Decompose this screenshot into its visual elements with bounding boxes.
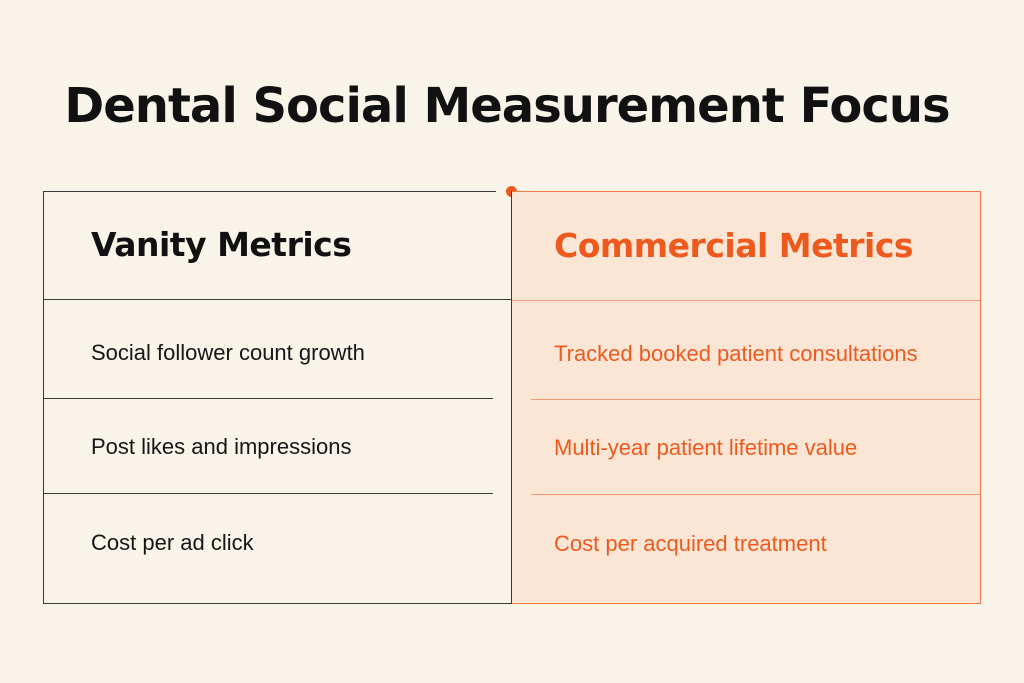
vanity-metric-item: Post likes and impressions	[91, 434, 352, 459]
left-top-rule	[43, 191, 496, 192]
row-divider	[44, 398, 493, 399]
vanity-metrics-header-cell: Vanity Metrics	[44, 191, 511, 300]
commercial-metric-item: Multi-year patient lifetime value	[554, 435, 858, 460]
commercial-metrics-header: Commercial Metrics	[554, 226, 914, 265]
row-divider	[531, 494, 981, 495]
commercial-metrics-column: Commercial Metrics Tracked booked patien…	[512, 191, 981, 604]
commercial-metric-item: Tracked booked patient consultations	[554, 341, 918, 366]
right-top-rule	[525, 191, 981, 192]
vanity-metric-item: Cost per ad click	[91, 530, 254, 555]
vanity-metrics-column: Vanity Metrics Social follower count gro…	[43, 191, 512, 604]
vanity-metrics-header: Vanity Metrics	[91, 225, 352, 264]
center-divider	[511, 197, 512, 604]
page-title: Dental Social Measurement Focus	[64, 78, 950, 134]
vanity-metric-item: Social follower count growth	[91, 340, 365, 365]
commercial-metric-item: Cost per acquired treatment	[554, 531, 827, 556]
row-divider	[531, 399, 981, 400]
commercial-metrics-header-cell: Commercial Metrics	[512, 192, 980, 301]
row-divider	[44, 493, 493, 494]
